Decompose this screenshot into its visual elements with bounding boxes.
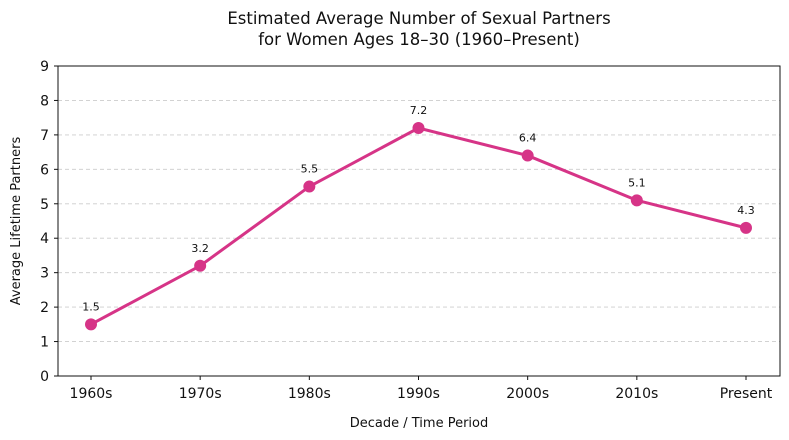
chart-title-line-1: Estimated Average Number of Sexual Partn… bbox=[227, 9, 610, 28]
data-label-2010s: 5.1 bbox=[628, 176, 646, 189]
series-line-0 bbox=[89, 126, 748, 326]
x-axis-ticks: 1960s 1970s 1980s 1990s 2000s 2010s Present bbox=[70, 376, 773, 402]
x-axis-title: Decade / Time Period bbox=[350, 416, 489, 431]
data-point-2000s bbox=[521, 149, 534, 162]
data-point-1980s bbox=[303, 180, 316, 193]
y-tick-label-8: 8 bbox=[40, 93, 49, 109]
y-tick-label-1: 1 bbox=[40, 335, 49, 351]
series-line bbox=[89, 126, 748, 326]
data-point-1960s bbox=[85, 318, 97, 331]
x-tick-label-1960s: 1960s bbox=[70, 386, 113, 402]
data-points bbox=[85, 122, 752, 331]
plot-area-frame bbox=[57, 65, 781, 377]
data-label-2000s: 6.4 bbox=[519, 132, 537, 145]
chart-title-line-2: for Women Ages 18–30 (1960–Present) bbox=[258, 30, 580, 49]
y-axis-title: Average Lifetime Partners bbox=[9, 137, 24, 306]
data-point-1970s bbox=[194, 259, 207, 272]
y-axis-ticks: 0 1 2 3 4 5 6 7 8 9 bbox=[40, 59, 58, 385]
x-tick-label-1990s: 1990s bbox=[397, 386, 440, 402]
data-point-present bbox=[740, 221, 752, 234]
y-tick-label-9: 9 bbox=[40, 59, 49, 75]
x-tick-label-1980s: 1980s bbox=[288, 386, 331, 402]
x-tick-label-2010s: 2010s bbox=[615, 386, 658, 402]
gridlines bbox=[58, 99, 780, 343]
data-point-1990s bbox=[412, 122, 425, 134]
y-tick-label-2: 2 bbox=[40, 300, 49, 316]
data-labels: 1.5 3.2 5.5 7.2 6.4 5.1 4.3 bbox=[82, 104, 755, 313]
data-label-1970s: 3.2 bbox=[191, 242, 209, 255]
chart-title: Estimated Average Number of Sexual Partn… bbox=[227, 9, 610, 49]
x-tick-label-2000s: 2000s bbox=[506, 386, 549, 402]
data-label-1980s: 5.5 bbox=[301, 163, 319, 176]
y-tick-label-6: 6 bbox=[40, 162, 49, 178]
x-tick-label-1970s: 1970s bbox=[179, 386, 222, 402]
data-point-2010s bbox=[630, 194, 643, 207]
y-tick-label-3: 3 bbox=[40, 266, 49, 282]
data-label-present: 4.3 bbox=[737, 204, 755, 217]
y-tick-label-4: 4 bbox=[40, 231, 49, 247]
x-tick-label-present: Present bbox=[720, 386, 773, 402]
y-tick-label-5: 5 bbox=[40, 197, 49, 213]
data-label-1960s: 1.5 bbox=[82, 300, 100, 313]
y-tick-label-7: 7 bbox=[40, 128, 49, 144]
y-tick-label-0: 0 bbox=[40, 369, 49, 385]
data-label-1990s: 7.2 bbox=[410, 104, 428, 117]
